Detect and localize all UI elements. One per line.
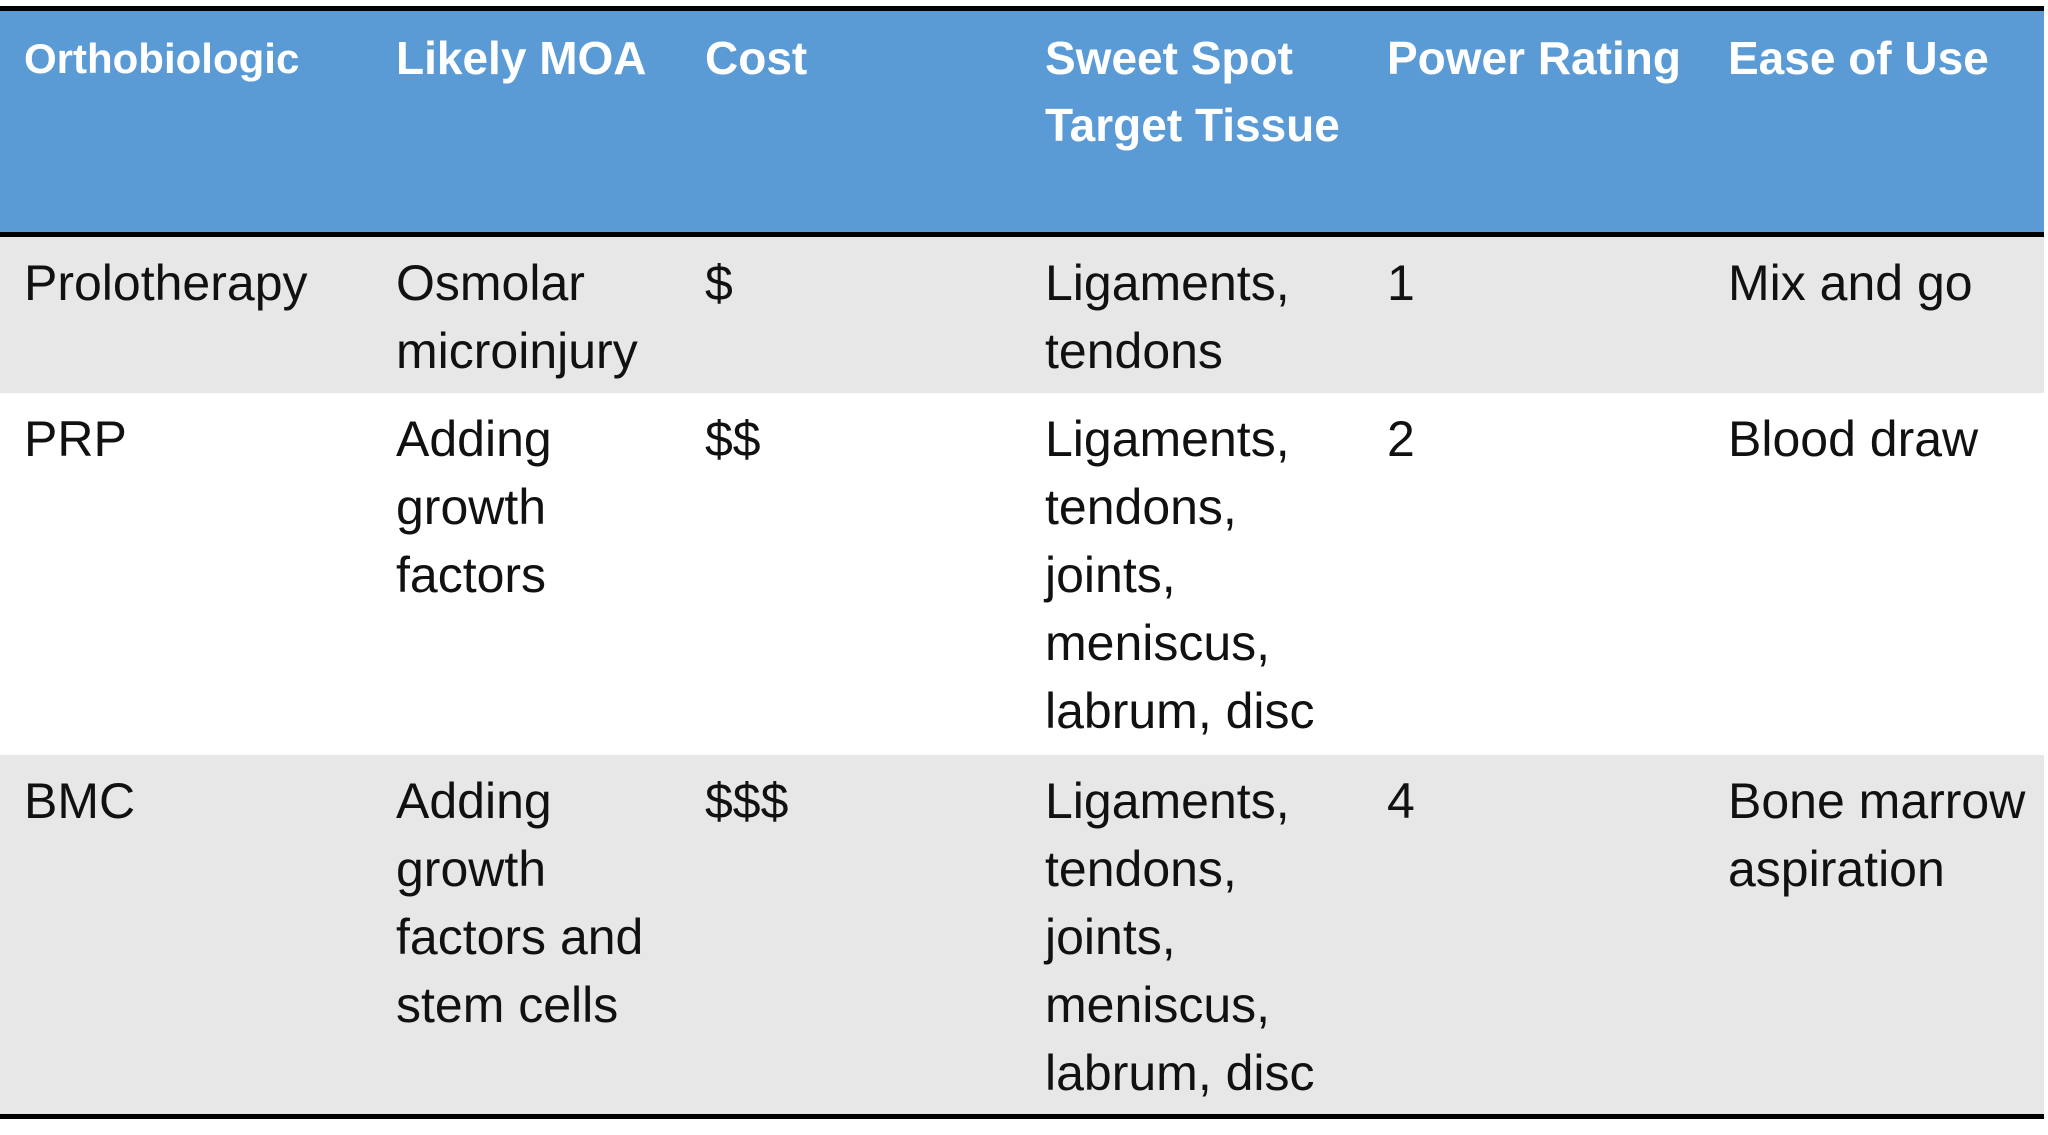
table-cell: Ligaments, tendons, joints, meniscus, la… [1021,754,1363,1117]
table-cell: Adding growth factors and stem cells [372,754,681,1117]
table-cell: Mix and go [1704,234,2044,393]
table-cell: Adding growth factors [372,392,681,755]
table-cell: PRP [0,392,372,755]
header-cell: Orthobiologic [0,8,372,237]
table-cell: Osmolar microinjury [372,234,681,393]
table-row: BMC Adding growth factors and stem cells $… [0,754,2044,1117]
table-cell: Bone marrow aspiration [1704,754,2044,1117]
comparison-table: Orthobiologic Likely MOA Cost Sweet Spot Ta… [0,6,2044,1119]
header-row: Orthobiologic Likely MOA Cost Sweet Spot Ta… [0,8,2044,237]
table-body: Prolotherapy Osmolar microinjury $ Ligament… [0,234,2044,1117]
table-cell: 4 [1363,754,1704,1117]
table-cell: BMC [0,754,372,1117]
header-cell: Power Rating [1363,8,1704,237]
table-wrap: Orthobiologic Likely MOA Cost Sweet Spot Ta… [0,6,2044,1119]
table-cell: Blood draw [1704,392,2044,755]
header-cell: Sweet Spot Target Tissue [1021,8,1363,237]
table-row: PRP Adding growth factors $$ Ligaments, ten… [0,392,2044,755]
table-cell: $ [681,234,1021,393]
table-cell: Ligaments, tendons, joints, meniscus, la… [1021,392,1363,755]
table-cell: $$$ [681,754,1021,1117]
header-cell: Cost [681,8,1021,237]
table-cell: $$ [681,392,1021,755]
table-row: Prolotherapy Osmolar microinjury $ Ligament… [0,234,2044,393]
header-cell: Ease of Use [1704,8,2044,237]
table-cell: 2 [1363,392,1704,755]
table-cell: Ligaments, tendons [1021,234,1363,393]
table-cell: 1 [1363,234,1704,393]
header-cell: Likely MOA [372,8,681,237]
table-cell: Prolotherapy [0,234,372,393]
